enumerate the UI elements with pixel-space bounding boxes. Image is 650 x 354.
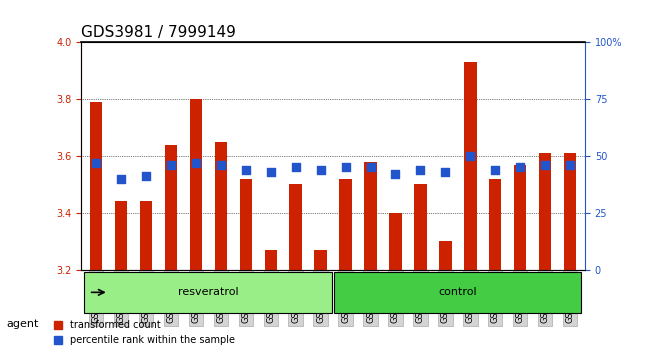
Point	[465, 153, 476, 159]
Point	[116, 176, 126, 182]
Bar	[289, 184, 302, 270]
Bar	[190, 99, 202, 270]
Bar	[265, 250, 277, 270]
Bar	[364, 162, 377, 270]
Bar	[489, 179, 501, 270]
FancyBboxPatch shape	[84, 272, 332, 313]
Point	[490, 167, 501, 172]
Point	[240, 167, 251, 172]
Bar	[464, 62, 476, 270]
Text: resveratrol: resveratrol	[178, 287, 239, 297]
Point	[415, 167, 426, 172]
Point	[440, 169, 450, 175]
Bar	[165, 145, 177, 270]
Bar	[414, 184, 426, 270]
Point	[390, 171, 400, 177]
Bar	[140, 201, 152, 270]
Point	[216, 162, 226, 168]
Bar	[315, 250, 327, 270]
Point	[341, 165, 351, 170]
Bar	[389, 213, 402, 270]
Point	[190, 160, 201, 166]
Text: GDS3981 / 7999149: GDS3981 / 7999149	[81, 25, 236, 40]
FancyBboxPatch shape	[334, 272, 581, 313]
Bar	[564, 153, 577, 270]
Bar	[90, 102, 103, 270]
Point	[91, 160, 101, 166]
Bar	[115, 201, 127, 270]
Point	[166, 162, 176, 168]
Legend: transformed count, percentile rank within the sample: transformed count, percentile rank withi…	[50, 316, 239, 349]
Point	[565, 162, 575, 168]
Bar	[439, 241, 452, 270]
Point	[365, 165, 376, 170]
Bar	[214, 142, 227, 270]
Point	[540, 162, 551, 168]
Point	[141, 174, 151, 179]
Bar	[514, 165, 526, 270]
Point	[315, 167, 326, 172]
Text: agent: agent	[6, 319, 39, 329]
Point	[515, 165, 525, 170]
Bar	[240, 179, 252, 270]
Bar	[339, 179, 352, 270]
Bar	[539, 153, 551, 270]
Point	[291, 165, 301, 170]
Point	[266, 169, 276, 175]
Text: control: control	[439, 287, 477, 297]
